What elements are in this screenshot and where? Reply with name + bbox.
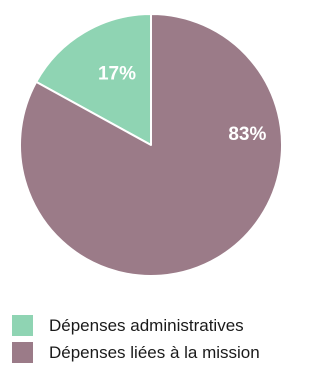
pie-slice-0	[35, 13, 152, 146]
legend-label-mission: Dépenses liées à la mission	[49, 342, 260, 362]
legend-item-administratives: Dépenses administratives	[12, 312, 260, 339]
pie-slice-label-1: 83%	[228, 124, 266, 145]
legend-swatch-administratives	[12, 315, 33, 336]
legend-item-mission: Dépenses liées à la mission	[12, 339, 260, 366]
chart-legend: Dépenses administratives Dépenses liées …	[12, 312, 260, 366]
pie-slice-1	[19, 13, 283, 277]
legend-swatch-mission	[12, 342, 33, 363]
pie-chart-svg: 17% 83%	[19, 13, 283, 277]
pie-slice-label-0: 17%	[98, 63, 136, 84]
legend-label-administratives: Dépenses administratives	[49, 315, 244, 335]
